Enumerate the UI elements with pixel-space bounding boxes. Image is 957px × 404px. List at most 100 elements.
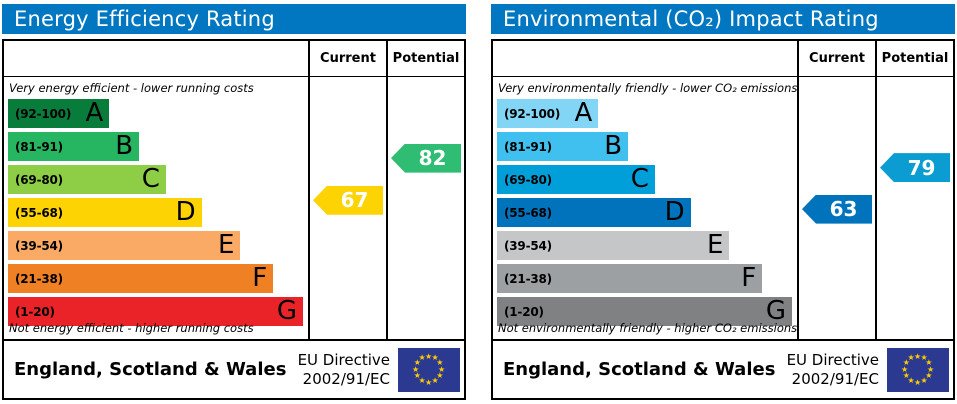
eu-flag-icon: ★ ★ ★ ★ ★ ★ ★ ★ ★ ★ ★ ★ (887, 347, 949, 392)
eu-directive-line1: EU Directive (786, 350, 879, 369)
bands: (92-100) A (81-91) B (69-80) C (55-68) D (39-54)… (497, 99, 795, 330)
eu-star: ★ (901, 364, 909, 374)
eu-star: ★ (418, 375, 426, 385)
band-range: (92-100) (15, 106, 72, 121)
band-letter: E (218, 230, 235, 260)
band-G: (1-20) G (8, 296, 304, 326)
header-spacer (4, 41, 308, 76)
eu-directive-line2: 2002/91/EC (791, 369, 879, 388)
band-letter: G (276, 296, 298, 326)
eu-star: ★ (425, 377, 433, 387)
band-F: (21-38) F (497, 263, 763, 293)
band-C: (69-80) C (8, 165, 166, 194)
potential-column-header: Potential (386, 41, 464, 76)
panel-title: Environmental (CO₂) Impact Rating (491, 4, 955, 34)
eu-star: ★ (914, 351, 922, 361)
region-label: England, Scotland & Wales (503, 359, 776, 380)
band-E: (39-54) E (8, 230, 241, 260)
band-range: (92-100) (504, 106, 561, 121)
band-letter: B (604, 131, 623, 161)
table-header-row: Current Potential (493, 41, 953, 77)
eu-star: ★ (436, 371, 444, 380)
band-G: (1-20) G (497, 296, 793, 326)
band-range: (1-20) (504, 304, 544, 319)
region-label: England, Scotland & Wales (14, 359, 287, 380)
band-range: (55-68) (15, 205, 63, 220)
bottom-caption: Not environmentally friendly - higher CO… (498, 321, 798, 335)
band-range: (69-80) (504, 172, 552, 187)
band-range: (39-54) (15, 238, 63, 253)
band-A: (92-100) A (497, 98, 599, 128)
band-D: (55-68) D (497, 198, 691, 227)
band-letter: C (141, 164, 160, 194)
eu-star: ★ (920, 375, 928, 385)
band-E: (39-54) E (497, 230, 730, 260)
table-footer: England, Scotland & Wales EU Directive 2… (4, 339, 464, 398)
eu-star: ★ (431, 375, 439, 385)
panel-title: Energy Efficiency Rating (2, 4, 466, 34)
table-body: Very energy efficient - lower running co… (4, 77, 464, 339)
eu-star: ★ (438, 364, 446, 374)
rating-table: Current Potential Very environmentally f… (491, 39, 955, 400)
potential-column-header: Potential (875, 41, 953, 76)
eu-directive-label: EU Directive 2002/91/EC (787, 351, 887, 389)
eu-star: ★ (902, 371, 910, 380)
eu-star: ★ (907, 353, 915, 363)
band-range: (21-38) (504, 271, 552, 286)
eu-star: ★ (914, 377, 922, 387)
band-letter: A (85, 98, 104, 128)
band-letter: B (115, 131, 134, 161)
band-range: (81-91) (15, 139, 63, 154)
eu-directive-line2: 2002/91/EC (302, 369, 390, 388)
band-F: (21-38) F (8, 263, 274, 293)
eu-directive-label: EU Directive 2002/91/EC (298, 351, 398, 389)
band-range: (21-38) (15, 271, 63, 286)
band-C: (69-80) C (497, 165, 655, 194)
eu-star: ★ (436, 358, 444, 367)
potential-rating-arrow: 82 (391, 143, 461, 173)
top-caption: Very energy efficient - lower running co… (9, 81, 254, 95)
band-A: (92-100) A (8, 98, 110, 128)
eu-flag-icon: ★ ★ ★ ★ ★ ★ ★ ★ ★ ★ ★ ★ (398, 347, 460, 392)
eu-star: ★ (413, 371, 421, 380)
bands: (92-100) A (81-91) B (69-80) C (55-68) D (39-54)… (8, 99, 306, 330)
band-letter: E (707, 230, 724, 260)
potential-rating-arrow: 79 (880, 153, 950, 183)
current-rating-arrow: 67 (313, 185, 383, 215)
eu-star: ★ (412, 364, 420, 374)
band-range: (81-91) (504, 139, 552, 154)
table-footer: England, Scotland & Wales EU Directive 2… (493, 339, 953, 398)
current-column-header: Current (797, 41, 875, 76)
bands-area: Very energy efficient - lower running co… (4, 77, 308, 339)
eu-star: ★ (927, 364, 935, 374)
band-letter: D (175, 197, 196, 227)
band-letter: C (630, 164, 649, 194)
eu-directive-line1: EU Directive (297, 350, 390, 369)
rating-table: Current Potential Very energy efficient … (2, 39, 466, 400)
band-B: (81-91) B (8, 131, 140, 161)
eu-star: ★ (920, 353, 928, 363)
band-range: (55-68) (504, 205, 552, 220)
band-letter: A (574, 98, 593, 128)
table-body: Very environmentally friendly - lower CO… (493, 77, 953, 339)
band-range: (1-20) (15, 304, 55, 319)
band-letter: G (765, 296, 787, 326)
band-range: (39-54) (504, 238, 552, 253)
current-column: 67 (308, 77, 386, 339)
table-header-row: Current Potential (4, 41, 464, 77)
eu-star: ★ (925, 358, 933, 367)
environmental-impact-panel: Environmental (CO₂) Impact Rating Curren… (491, 4, 955, 400)
eu-star: ★ (413, 358, 421, 367)
band-range: (69-80) (15, 172, 63, 187)
top-caption: Very environmentally friendly - lower CO… (498, 81, 798, 95)
bands-area: Very environmentally friendly - lower CO… (493, 77, 797, 339)
current-rating-arrow: 63 (802, 194, 872, 224)
band-B: (81-91) B (497, 131, 629, 161)
eu-star: ★ (431, 353, 439, 363)
current-column: 63 (797, 77, 875, 339)
eu-star: ★ (425, 351, 433, 361)
bottom-caption: Not energy efficient - higher running co… (9, 321, 254, 335)
band-letter: F (741, 263, 757, 293)
band-letter: F (252, 263, 268, 293)
